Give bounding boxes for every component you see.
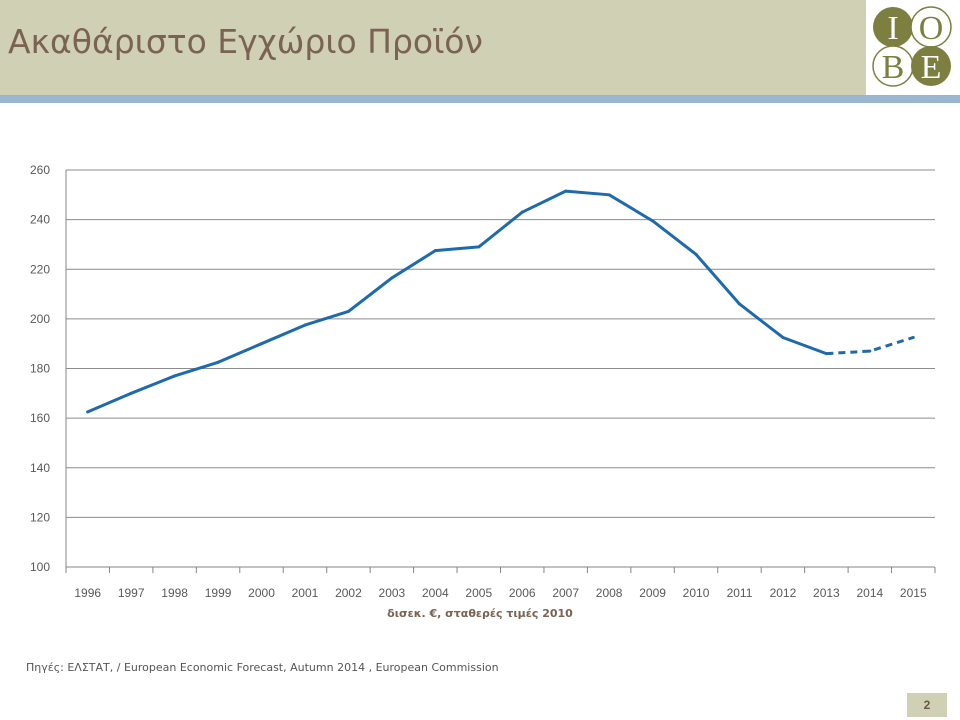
header-divider-bar: [0, 95, 960, 103]
page-title: Ακαθάριστο Εγχώριο Προϊόν: [8, 22, 483, 61]
y-tick-label: 200: [30, 312, 50, 326]
x-tick-label: 2013: [813, 586, 840, 600]
logo-letter-o: O: [919, 10, 944, 47]
data-point: [433, 249, 437, 253]
x-tick-label: 2007: [552, 586, 579, 600]
data-point: [651, 219, 655, 223]
x-tick-label: 2001: [292, 586, 319, 600]
x-tick-label: 2004: [422, 586, 449, 600]
x-tick-label: 1997: [118, 586, 145, 600]
page-number: 2: [907, 693, 947, 717]
y-tick-label: 100: [30, 560, 50, 574]
data-point: [824, 352, 828, 356]
x-axis-label: δισεκ. €, σταθερές τιμές 2010: [387, 607, 573, 620]
data-point: [737, 302, 741, 306]
data-point: [303, 323, 307, 327]
y-tick-label: 160: [30, 411, 50, 425]
data-point: [260, 342, 264, 346]
logo-circle-tl: [873, 7, 913, 47]
x-tick-label: 2002: [335, 586, 362, 600]
logo-circle-br: [911, 46, 951, 86]
x-tick-label: 2014: [856, 586, 883, 600]
logo-letter-e: E: [921, 49, 942, 86]
header-banner: Ακαθάριστο Εγχώριο Προϊόν I O B E: [0, 0, 960, 95]
iobe-logo-mark: I O B E: [872, 6, 952, 87]
iobe-logo: I O B E: [866, 0, 960, 95]
x-tick-label: 1998: [161, 586, 188, 600]
data-point: [781, 335, 785, 339]
x-tick-label: 2005: [465, 586, 492, 600]
logo-letter-i: I: [887, 10, 898, 47]
logo-letter-b: B: [882, 49, 905, 86]
data-point: [216, 360, 220, 364]
x-tick-label: 2000: [248, 586, 275, 600]
series-line-forecast: [826, 336, 914, 356]
series-line-actual: [86, 189, 828, 414]
x-tick-label: 2006: [509, 586, 536, 600]
data-point: [911, 335, 915, 339]
x-tick-label: 2010: [683, 586, 710, 600]
y-tick-label: 180: [30, 362, 50, 376]
data-point: [564, 189, 568, 193]
data-point: [477, 245, 481, 249]
data-point: [520, 210, 524, 214]
data-point: [346, 309, 350, 313]
data-point: [86, 410, 90, 414]
x-tick-label: 2008: [596, 586, 623, 600]
y-tick-label: 260: [30, 163, 50, 177]
x-tick-label: 2003: [379, 586, 406, 600]
data-point: [607, 193, 611, 197]
y-tick-label: 120: [30, 510, 50, 524]
source-note: Πηγές: ΕΛΣΤΑΤ, / European Economic Forec…: [26, 661, 499, 674]
gdp-line-chart: 100 120 140 160 180 200 220 240 260 1996 1997 1998 1…: [30, 163, 936, 600]
y-tick-label: 220: [30, 262, 50, 276]
x-tick-label: 2015: [900, 586, 927, 600]
data-point: [868, 349, 872, 353]
data-point: [390, 276, 394, 280]
x-tick-label: 1996: [74, 586, 101, 600]
x-tick-label: 2009: [639, 586, 666, 600]
x-tick-label: 2011: [727, 586, 753, 600]
data-point: [173, 374, 177, 378]
data-point: [694, 252, 698, 256]
x-tick-label: 2012: [770, 586, 797, 600]
y-tick-label: 240: [30, 213, 50, 227]
y-tick-label: 140: [30, 461, 50, 475]
data-point: [129, 391, 133, 395]
x-tick-label: 1999: [205, 586, 232, 600]
